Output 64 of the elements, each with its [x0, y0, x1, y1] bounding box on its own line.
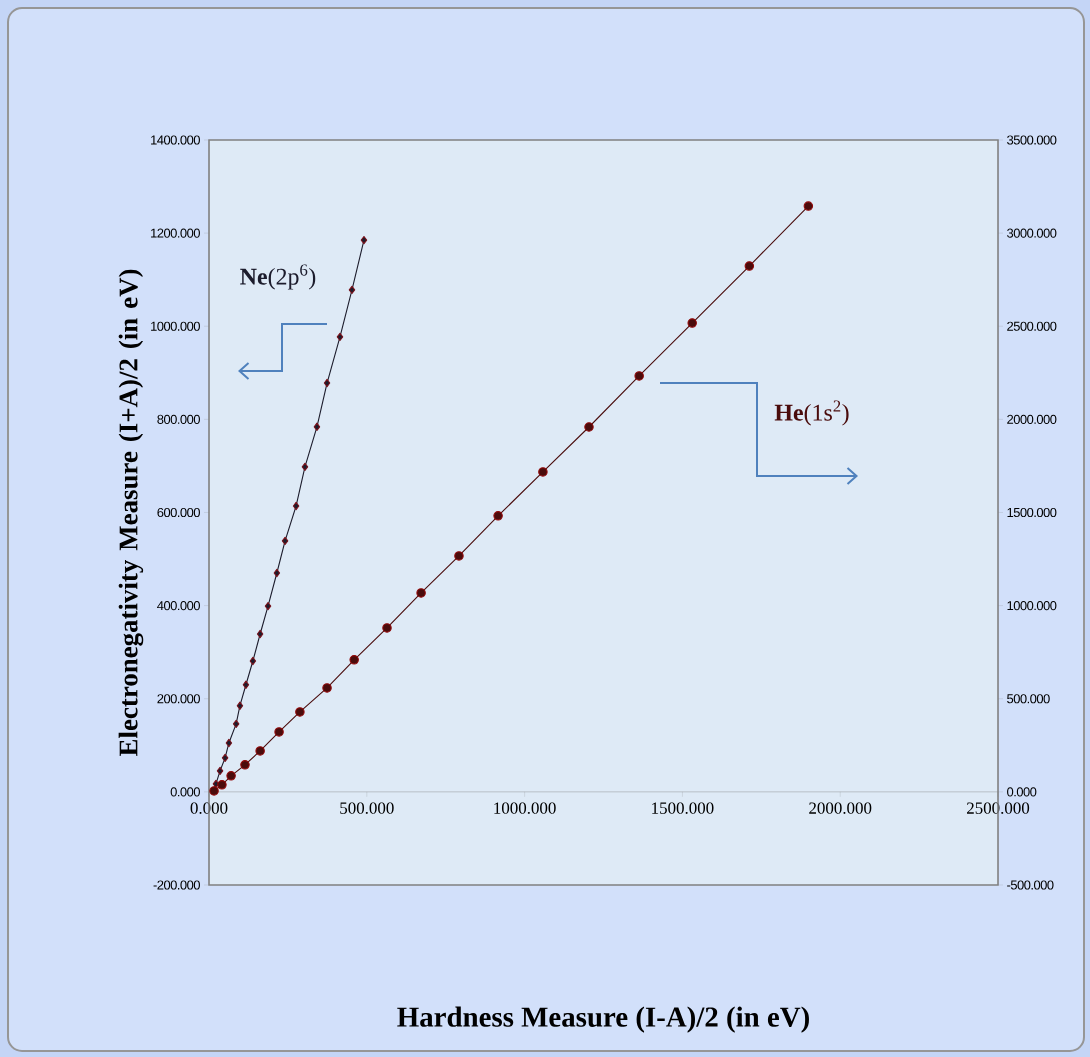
point	[295, 707, 305, 717]
x-tick-label: 2000.000	[809, 802, 872, 814]
point	[360, 235, 368, 245]
y2-tick-label: -500.000	[1007, 880, 1054, 890]
point	[264, 601, 272, 611]
point	[687, 318, 697, 328]
point	[803, 201, 814, 211]
x-tick-label: 1500.000	[652, 802, 714, 814]
point	[323, 378, 331, 388]
point	[256, 629, 264, 639]
y-tick-label: 1200.000	[151, 228, 200, 238]
point	[225, 738, 233, 748]
y-tick-label: 400.000	[157, 601, 200, 611]
x-tick-label: 500.000	[340, 802, 394, 814]
y-tick-label: 1400.000	[151, 135, 200, 145]
point	[249, 656, 257, 666]
y-tick-label: 1000.000	[151, 321, 200, 331]
y2-tick-label: 3500.000	[1007, 135, 1057, 145]
point	[236, 701, 244, 710]
point	[634, 371, 644, 381]
point	[240, 760, 250, 770]
y-tick-label: 200.000	[157, 694, 200, 704]
y2-tick-label: 500.000	[1007, 694, 1050, 704]
x-tick-label: 1000.000	[494, 802, 556, 814]
x-tick-label: 2500.000	[967, 802, 1030, 814]
y2-tick-label: 1000.000	[1007, 601, 1057, 611]
series-label: Ne(2p$^{6}$)	[240, 264, 316, 290]
point	[217, 780, 227, 790]
point	[382, 623, 392, 633]
point	[292, 501, 300, 511]
y2-tick-label: 2000.000	[1007, 414, 1057, 424]
point	[744, 261, 755, 271]
point	[232, 719, 240, 729]
point	[216, 766, 224, 776]
y2-tick-label: 1500.000	[1007, 507, 1057, 518]
point	[273, 568, 281, 578]
point	[348, 285, 356, 295]
point	[242, 680, 250, 689]
point	[313, 422, 321, 431]
point	[281, 536, 289, 546]
y2-tick-label: 3000.000	[1007, 228, 1057, 238]
x-tick-label: 0.000	[190, 802, 228, 814]
text: He(1s$^{2}$)	[774, 400, 849, 426]
point	[255, 746, 265, 756]
point	[493, 511, 503, 521]
point	[538, 467, 548, 477]
point	[301, 462, 309, 471]
x-axis-title: Hardness Measure (I-A)/2 (in eV)	[397, 1006, 809, 1033]
point	[349, 655, 359, 665]
point	[454, 551, 464, 561]
y2-tick-label: 0.000	[1007, 787, 1037, 797]
point	[336, 332, 344, 342]
y-tick-label: -200.000	[153, 880, 200, 890]
y-tick-label: 0.000	[170, 787, 200, 797]
point	[584, 422, 594, 432]
point	[221, 753, 229, 763]
y-axis-title: Electronegativity Measure (I+A)/2 (in eV)	[118, 269, 144, 756]
point	[322, 683, 332, 693]
y-tick-label: 600.000	[157, 507, 200, 518]
y2-tick-label: 2500.000	[1007, 321, 1057, 331]
y-tick-label: 800.000	[157, 414, 200, 424]
point	[416, 588, 426, 598]
point	[274, 727, 284, 737]
point	[226, 771, 236, 781]
